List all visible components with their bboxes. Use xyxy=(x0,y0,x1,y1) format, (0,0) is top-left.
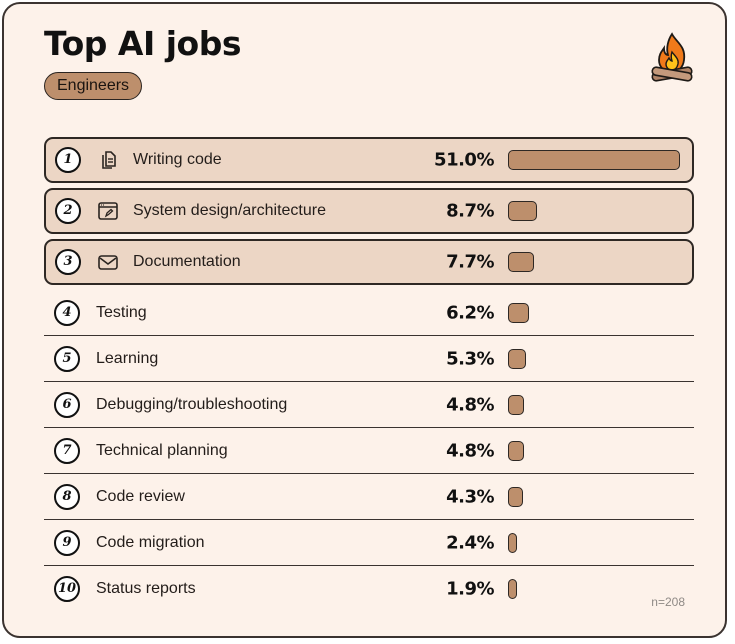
value-label: 4.8% xyxy=(446,440,494,461)
rank-badge: 10 xyxy=(54,576,80,602)
job-list: 1 Writing code 51.0% 2 System design/arc… xyxy=(44,137,694,612)
page-title: Top AI jobs xyxy=(44,24,241,63)
campfire-logo-icon xyxy=(651,32,693,82)
bar xyxy=(508,252,534,272)
card: Top AI jobs Engineers 1 Writing code 51.… xyxy=(2,2,727,638)
bar xyxy=(508,150,680,170)
rank-badge: 1 xyxy=(55,147,81,173)
list-item: 5 Learning 5.3% xyxy=(44,336,694,382)
list-item: 8 Code review 4.3% xyxy=(44,474,694,520)
value-label: 4.3% xyxy=(446,486,494,507)
flame-inner xyxy=(665,50,679,71)
rank-badge: 2 xyxy=(55,198,81,224)
job-label: Learning xyxy=(96,349,159,367)
job-label: System design/architecture xyxy=(133,202,326,219)
value-label: 8.7% xyxy=(446,200,494,222)
document-copy-icon xyxy=(102,151,116,169)
job-label: Code migration xyxy=(96,533,205,551)
rank-badge: 9 xyxy=(54,529,80,556)
value-label: 4.8% xyxy=(446,394,494,415)
bar xyxy=(508,440,524,461)
value-label: 5.3% xyxy=(446,348,494,369)
rank-badge: 8 xyxy=(54,483,80,510)
bar xyxy=(508,394,524,415)
job-label: Technical planning xyxy=(96,441,228,459)
value-label: 51.0% xyxy=(434,149,494,171)
list-item: 2 System design/architecture 8.7% xyxy=(44,188,694,234)
job-label: Debugging/troubleshooting xyxy=(96,395,288,413)
rank-badge: 4 xyxy=(54,299,80,326)
bar xyxy=(508,201,537,221)
value-label: 6.2% xyxy=(446,302,494,323)
envelope-icon xyxy=(98,255,118,270)
log-right xyxy=(651,66,693,82)
browser-edit-icon xyxy=(98,202,118,220)
bar xyxy=(508,348,526,369)
list-item: 7 Technical planning 4.8% xyxy=(44,428,694,474)
job-label: Status reports xyxy=(96,580,196,597)
list-item: 9 Code migration 2.4% xyxy=(44,520,694,566)
job-label: Code review xyxy=(96,487,185,505)
bar xyxy=(508,302,529,323)
bar xyxy=(508,486,523,507)
value-label: 1.9% xyxy=(446,578,494,600)
rank-badge: 5 xyxy=(54,345,80,372)
job-label: Documentation xyxy=(133,253,241,270)
value-label: 2.4% xyxy=(446,532,494,553)
rank-badge: 7 xyxy=(54,437,80,464)
job-label: Testing xyxy=(96,303,147,321)
rank-badge: 3 xyxy=(55,249,81,275)
list-item: 10 Status reports 1.9% xyxy=(44,566,694,612)
bar xyxy=(508,579,517,599)
value-label: 7.7% xyxy=(446,251,494,273)
list-item: 3 Documentation 7.7% xyxy=(44,239,694,285)
bar xyxy=(508,532,517,553)
job-label: Writing code xyxy=(133,151,222,168)
list-item: 6 Debugging/troubleshooting 4.8% xyxy=(44,382,694,428)
rank-badge: 6 xyxy=(54,391,80,418)
list-item: 1 Writing code 51.0% xyxy=(44,137,694,183)
role-tag: Engineers xyxy=(44,72,143,100)
sample-size-note: n=208 xyxy=(651,595,685,609)
list-item: 4 Testing 6.2% xyxy=(44,290,694,336)
